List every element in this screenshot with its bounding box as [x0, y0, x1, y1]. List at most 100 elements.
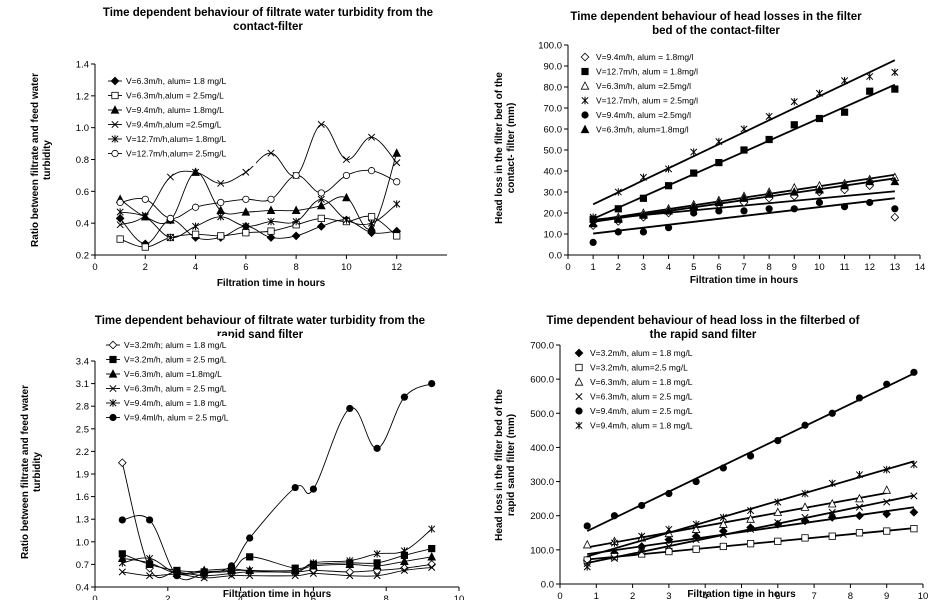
chart-4-series-1-point [882, 509, 892, 519]
chart-4-series-2-point [801, 534, 809, 542]
chart-1-legend-marker [111, 91, 119, 100]
chart-3-legend-marker [109, 399, 117, 407]
chart-1-series-3-point [316, 200, 326, 210]
chart-2-series-6-point [764, 189, 774, 198]
chart-2-series-1 [588, 181, 900, 230]
chart-1-ytick-label: 1.4 [76, 60, 89, 71]
chart-1-xtick-label: 8 [293, 262, 298, 273]
chart-2-series-4-point [715, 137, 723, 146]
chart-1-title-line: Time dependent behaviour of filtrate wat… [103, 7, 433, 19]
chart-1-series-5-point [368, 219, 376, 227]
chart-2-series-2-point [765, 135, 773, 144]
chart-3-legend-bg [104, 336, 232, 432]
chart-4-series-4-point [747, 525, 755, 533]
chart-1-series-5-point [242, 222, 250, 231]
chart-3-legend-label: V=3.2m/h; alum = 1.8 mg/L [124, 340, 227, 350]
chart-4-legend-label: V=3.2m/h, alum = 1.8 mg/L [590, 348, 693, 358]
chart-4-series-3-point [746, 514, 755, 523]
chart-3-series-1-point [117, 458, 127, 468]
chart-2-ytick-label: 10.0 [544, 230, 563, 241]
chart-2-legend-bg [576, 48, 704, 142]
chart-2-series-5 [589, 197, 899, 246]
chart-3-series-3-point [427, 551, 437, 561]
chart-2-series-6-point [639, 210, 648, 219]
chart-4-series-3-trendline [587, 492, 887, 549]
chart-4-series-5-point [638, 501, 646, 510]
chart-4-series-2-point [774, 537, 782, 545]
chart-4-ytick-label: 200.0 [530, 511, 554, 522]
chart-3-svg: Time dependent behaviour of filtrate wat… [20, 315, 464, 605]
chart-1-series-6-point [317, 189, 325, 197]
chart-1-series-3-point [392, 148, 402, 157]
chart-3-series-5-point [346, 556, 354, 565]
chart-3-series-3-point [145, 558, 154, 567]
chart-1-ylabel-line: Ratio between filtrate and feed water [30, 73, 41, 247]
chart-1-legend-marker [111, 120, 119, 129]
chart-3-series-6-point [246, 534, 254, 542]
chart-1-series-2-point [393, 232, 401, 240]
chart-2-ytick-label: 90.0 [544, 62, 563, 73]
chart-4-series-2-point [828, 532, 836, 540]
chart-1-series-4-point [342, 155, 350, 164]
chart-4-series-6-point [910, 460, 918, 469]
chart-1-legend-label: V=12.7m/h,alum= 1.8mg/L [126, 134, 226, 144]
chart-2-xtick-label: 4 [666, 262, 671, 273]
chart-2-xtick-label: 12 [864, 262, 875, 273]
chart-2-legend-label: V=12.7m/h, alum = 2.5mg/l [596, 96, 698, 106]
chart-4-ytick-label: 100.0 [530, 545, 554, 556]
chart-2-series-5-point [589, 238, 597, 246]
chart-2-ytick-label: 70.0 [544, 104, 563, 115]
chart-4-xtick-label: 4 [703, 591, 708, 600]
chart-4-series-6-point [719, 513, 727, 522]
chart-2-legend-label: V=12.7m/h, alum = 1.8mg/l [596, 67, 698, 77]
chart-1-ytick-label: 0.6 [76, 187, 89, 198]
chart-3-ytick-label: 1.6 [76, 492, 89, 503]
chart-4-series-2-point [883, 527, 891, 535]
chart-4-series-5-point [692, 477, 700, 486]
chart-2-ytick-label: 0.0 [549, 251, 562, 262]
chart-2-series-6-point [714, 197, 724, 207]
chart-3-series-4-point [428, 563, 436, 571]
chart-1-xtick-label: 12 [391, 262, 402, 273]
chart-4-series-2-point [638, 550, 646, 558]
chart-1-series-2-point [367, 213, 376, 221]
chart-4-series-1-point [909, 507, 919, 517]
chart-1-series-4-point [242, 168, 250, 176]
chart-4-series-3-point [827, 498, 837, 508]
chart-4-series-3-point [691, 524, 701, 533]
chart-2-title-line: bed of the contact-filter [652, 25, 780, 37]
chart-3-series-4-point [309, 569, 317, 577]
chart-2-xtick-label: 3 [641, 262, 646, 273]
chart-1-series-5-point [166, 233, 174, 242]
chart-3-series-6-point [291, 483, 299, 492]
chart-4-series-4-point [638, 548, 646, 556]
chart-2-xtick-label: 0 [565, 262, 570, 273]
chart-1-series-2 [116, 213, 401, 251]
chart-4-xtick-label: 7 [811, 591, 816, 600]
chart-1-series-3-point [241, 207, 251, 216]
chart-4-legend-marker [574, 377, 584, 386]
chart-4-ylabel-line: rapid sand filter (mm) [506, 414, 517, 516]
chart-1-legend-marker [111, 149, 119, 158]
chart-4-series-6-point [883, 465, 891, 474]
chart-3-legend-marker [109, 384, 117, 393]
chart-4-series-6 [583, 460, 918, 571]
chart-1-series-5-point [317, 195, 325, 203]
chart-2-series-5-point [614, 228, 622, 236]
chart-4-series-5-point [665, 489, 673, 498]
chart-2-series-5-point [715, 207, 723, 215]
chart-3-ylabel: Ratio between filtrate and feed watertur… [20, 385, 43, 559]
chart-2-series-4-point [665, 165, 673, 173]
chart-2-ylabel-line: Head loss in the filter bed of the [494, 72, 505, 224]
chart-1-series-4-point [393, 159, 401, 167]
chart-4-series-4 [583, 492, 918, 568]
chart-1-ytick-label: 0.2 [76, 251, 89, 262]
chart-3-series-5-point [428, 525, 436, 533]
chart-1-series-5-point [267, 217, 275, 226]
chart-4-series-5-point [583, 522, 591, 530]
chart-1-series-5-point [217, 213, 225, 221]
chart-2-series-2-point [790, 121, 798, 129]
chart-1-series-1-point [115, 214, 125, 223]
chart-3-series-4-point [227, 572, 236, 580]
chart-4-legend-marker [575, 407, 583, 415]
